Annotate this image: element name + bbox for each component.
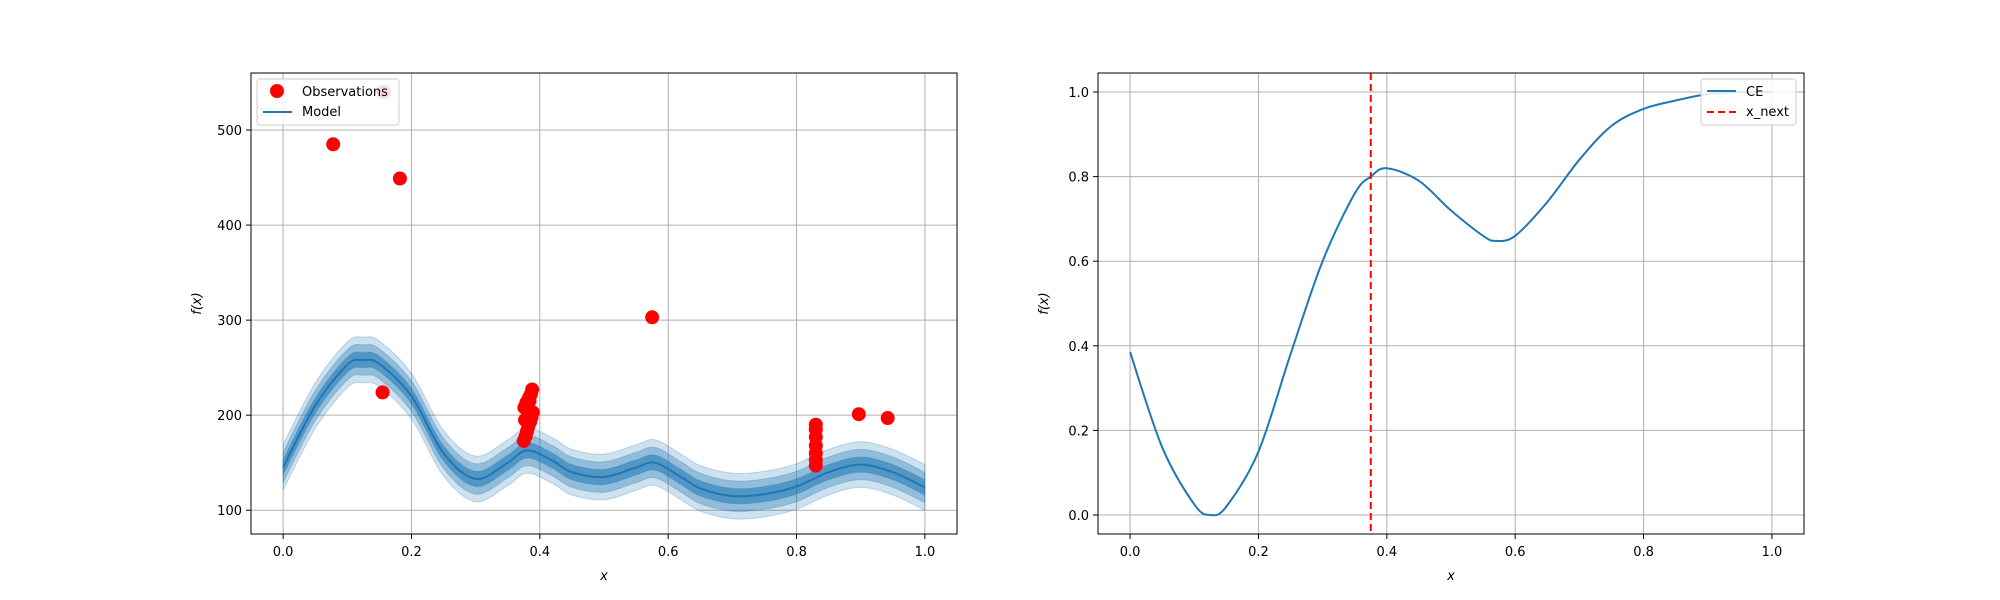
legend: CE x_next (1700, 78, 1797, 126)
x-ticks: 0.0 0.2 0.4 0.6 0.8 1.0 (1120, 534, 1783, 560)
x-tick-label: 0.4 (529, 545, 550, 560)
x-axis-label: x (599, 569, 608, 584)
legend-x-next-label: x_next (1746, 105, 1789, 120)
observation-point (851, 407, 866, 422)
x-tick-label: 0.4 (1376, 545, 1397, 560)
legend-observations-label: Observations (302, 85, 388, 100)
y-tick-label: 0.6 (1068, 255, 1089, 270)
model-line (282, 358, 926, 498)
x-tick-label: 0.8 (1633, 545, 1654, 560)
x-tick-label: 0.6 (1505, 545, 1526, 560)
y-tick-label: 300 (217, 314, 242, 329)
y-axis-label: f(x) (1037, 292, 1052, 314)
x-axis-label: x (1446, 569, 1455, 584)
observation-point (880, 411, 895, 426)
x-tick-label: 0.2 (1248, 545, 1269, 560)
y-tick-label: 0.0 (1068, 509, 1089, 524)
y-tick-label: 500 (217, 124, 242, 139)
observation-point (326, 137, 341, 152)
legend-model-label: Model (302, 105, 341, 120)
y-tick-label: 400 (217, 219, 242, 234)
uncertainty-band-3 (282, 351, 926, 505)
y-tick-label: 1.0 (1068, 86, 1089, 101)
y-axis-label: f(x) (190, 292, 205, 314)
legend-box (256, 78, 400, 126)
y-ticks: 100 200 300 400 500 (217, 124, 251, 519)
x-tick-label: 0.6 (658, 545, 679, 560)
plot-frame (1097, 72, 1805, 535)
observation-point (375, 385, 390, 400)
y-ticks: 0.0 0.2 0.4 0.6 0.8 1.0 (1068, 86, 1098, 524)
observation-point (808, 417, 823, 432)
ce-line (1129, 90, 1772, 517)
y-gridlines (251, 129, 957, 511)
uncertainty-band (282, 336, 926, 520)
y-tick-label: 100 (217, 504, 242, 519)
legend: Observations Model (256, 78, 400, 126)
x-tick-label: 0.0 (273, 545, 294, 560)
uncertainty-band-1 (282, 336, 926, 520)
legend-ce-label: CE (1746, 85, 1763, 100)
x-tick-label: 1.0 (1762, 545, 1783, 560)
x-tick-label: 0.2 (401, 545, 422, 560)
y-tick-label: 200 (217, 409, 242, 424)
observation-point (525, 382, 540, 397)
x-ticks: 0.0 0.2 0.4 0.6 0.8 1.0 (273, 534, 936, 560)
y-tick-label: 0.4 (1068, 340, 1089, 355)
y-tick-label: 0.2 (1068, 424, 1089, 439)
y-tick-label: 0.8 (1068, 171, 1089, 186)
observation-point (522, 393, 537, 408)
x-tick-label: 1.0 (915, 545, 936, 560)
ce-chart: 0.0 0.2 0.4 0.6 0.8 1.0 0.00.20.40.60.81.0 x … (1037, 72, 1805, 584)
plot-frame (250, 72, 958, 535)
x-tick-label: 0.0 (1120, 545, 1141, 560)
observation-point (392, 171, 407, 186)
legend-observations-marker (270, 84, 284, 98)
observation-point (645, 310, 660, 325)
x-gridlines (1129, 73, 1773, 534)
model-chart: 0.0 0.2 0.4 0.6 0.8 1.0 100 200 300 400 500 x f(x… (190, 72, 958, 584)
x-tick-label: 0.8 (786, 545, 807, 560)
x-gridlines (282, 73, 926, 534)
